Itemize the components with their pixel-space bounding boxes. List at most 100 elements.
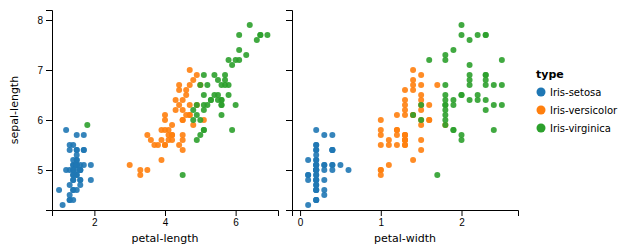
point	[499, 82, 505, 88]
point	[81, 147, 87, 153]
point	[173, 97, 179, 103]
point	[197, 82, 203, 88]
y-tick-mark	[286, 120, 292, 121]
point	[254, 37, 260, 43]
point	[450, 47, 456, 53]
point	[183, 87, 189, 93]
y-tick: 7	[37, 65, 52, 76]
point	[201, 127, 207, 133]
point	[176, 102, 182, 108]
point	[426, 57, 432, 63]
point	[74, 132, 80, 138]
y-tick	[286, 120, 292, 121]
point	[410, 112, 416, 118]
point	[60, 202, 66, 208]
y-axis-title: sepal-length	[8, 76, 21, 144]
point	[313, 197, 319, 203]
legend-label: Iris-versicolor	[550, 105, 618, 116]
point	[158, 137, 164, 143]
point	[190, 107, 196, 113]
y-axis-line	[286, 11, 293, 211]
point	[236, 47, 242, 53]
point	[201, 72, 207, 78]
point	[70, 167, 76, 173]
panel: 012petal-widthtypeIris-setosaIris-versic…	[286, 11, 618, 246]
x-tick-mark	[236, 210, 237, 216]
point	[169, 122, 175, 128]
point	[137, 167, 143, 173]
point	[313, 152, 319, 158]
series	[378, 67, 449, 178]
point	[313, 167, 319, 173]
series	[410, 22, 505, 178]
point	[418, 147, 424, 153]
x-tick-mark	[94, 210, 95, 216]
point	[70, 187, 76, 193]
legend-swatch	[537, 106, 546, 115]
point	[378, 117, 384, 123]
point	[402, 87, 408, 93]
point	[459, 92, 465, 98]
point	[201, 127, 207, 133]
point	[467, 97, 473, 103]
point	[305, 157, 311, 163]
point	[88, 177, 94, 183]
panel: 2465678petal-lengthsepal-length	[8, 11, 279, 246]
point	[257, 32, 263, 38]
point	[226, 57, 232, 63]
point	[475, 32, 481, 38]
point	[410, 112, 416, 118]
point	[63, 127, 69, 133]
legend-title: type	[536, 68, 564, 81]
point	[313, 167, 319, 173]
point	[144, 132, 150, 138]
y-tick	[286, 170, 292, 171]
point	[410, 157, 416, 163]
plot-area	[305, 22, 505, 208]
point	[321, 177, 327, 183]
x-tick-mark	[381, 210, 382, 216]
point	[180, 107, 186, 113]
point	[180, 117, 186, 123]
y-tick-mark	[46, 120, 52, 121]
point	[313, 187, 319, 193]
y-axis: 5678	[37, 11, 52, 211]
point	[305, 172, 311, 178]
point	[459, 92, 465, 98]
point	[410, 87, 416, 93]
point	[305, 172, 311, 178]
y-tick-label: 5	[37, 165, 43, 176]
x-tick-mark	[462, 210, 463, 216]
point	[162, 112, 168, 118]
point	[67, 197, 73, 203]
point	[394, 142, 400, 148]
x-tick-mark	[300, 210, 301, 216]
point	[467, 82, 473, 88]
point	[483, 32, 489, 38]
point	[219, 102, 225, 108]
point	[173, 107, 179, 113]
point	[77, 177, 83, 183]
y-tick: 8	[37, 15, 52, 26]
point	[459, 32, 465, 38]
point	[183, 112, 189, 118]
point	[378, 142, 384, 148]
legend-item: Iris-setosa	[537, 87, 602, 98]
point	[70, 167, 76, 173]
point	[386, 162, 392, 168]
point	[410, 77, 416, 83]
point	[426, 117, 432, 123]
y-tick-mark	[46, 20, 52, 21]
point	[197, 117, 203, 123]
point	[176, 142, 182, 148]
point	[475, 97, 481, 103]
x-tick-label: 1	[379, 217, 385, 228]
point	[219, 112, 225, 118]
series	[56, 127, 94, 208]
x-tick: 4	[163, 210, 169, 228]
x-axis-title: petal-length	[132, 232, 199, 245]
point	[418, 102, 424, 108]
point	[426, 102, 432, 108]
point	[176, 87, 182, 93]
point	[81, 132, 87, 138]
